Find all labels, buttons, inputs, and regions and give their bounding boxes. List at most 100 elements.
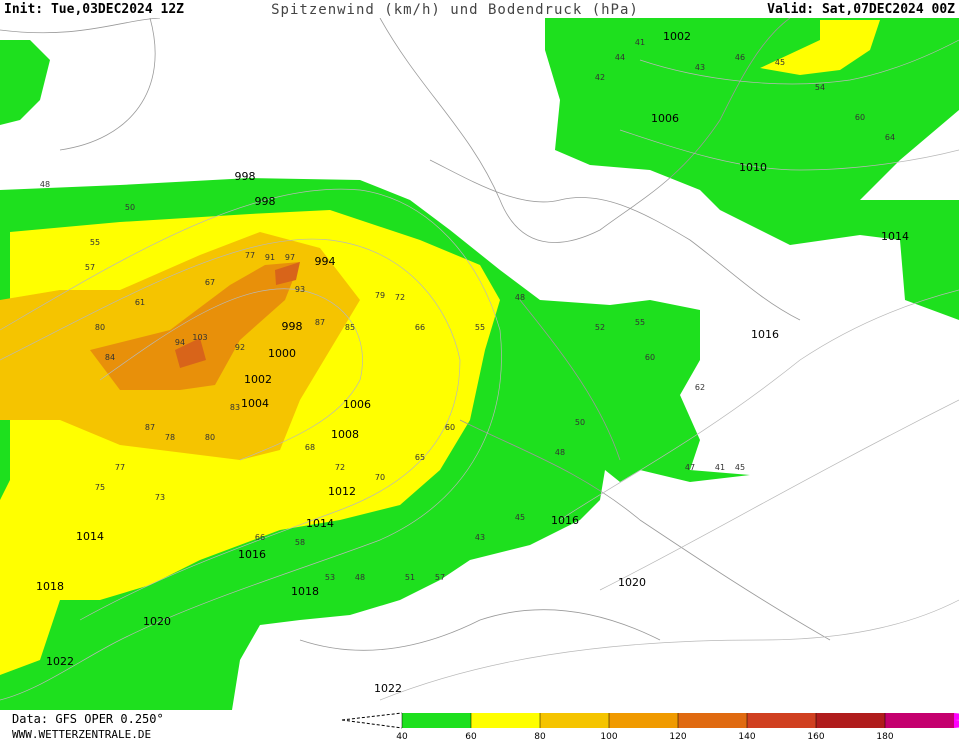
map-title: Spitzenwind (km/h) und Bodendruck (hPa) [271, 2, 639, 18]
gust-value: 42 [595, 73, 605, 82]
isobar-label: 1014 [76, 530, 104, 543]
legend-tick-label: 160 [807, 732, 824, 741]
gust-value: 97 [285, 253, 295, 262]
isobar [619, 129, 959, 171]
gust-value: 58 [295, 538, 305, 547]
valid-time: Valid: Sat,07DEC2024 00Z [767, 2, 955, 17]
gust-value: 80 [95, 323, 105, 332]
legend-underflow-arrow [341, 712, 403, 729]
isobar-label: 1002 [244, 373, 272, 386]
gust-value: 67 [205, 278, 215, 287]
gust-value: 57 [85, 263, 95, 272]
wind-area-60 [760, 20, 880, 75]
isobar-label: 1018 [36, 580, 64, 593]
gust-value: 80 [205, 433, 215, 442]
gust-value: 47 [685, 463, 695, 472]
gust-value: 92 [235, 343, 245, 352]
isobar-label: 1006 [343, 398, 371, 411]
gust-value: 78 [165, 433, 175, 442]
data-source: Data: GFS OPER 0.250° [12, 712, 164, 726]
wind-area-120 [175, 338, 206, 368]
wind-area-40 [0, 40, 50, 125]
isobar [0, 188, 502, 701]
legend-tick-label: 80 [534, 732, 546, 741]
legend-swatch [609, 713, 678, 728]
gust-value: 48 [515, 293, 525, 302]
gust-value: 79 [375, 291, 385, 300]
gust-value: 64 [885, 133, 895, 142]
coastline [0, 17, 791, 243]
isobar-label: 1012 [328, 485, 356, 498]
isobar-label: 1016 [238, 548, 266, 561]
gust-value: 72 [395, 293, 405, 302]
legend-swatch [816, 713, 885, 728]
gust-value: 60 [445, 423, 455, 432]
isobar [0, 238, 461, 621]
isobar [599, 399, 959, 591]
gust-value: 48 [555, 448, 565, 457]
gust-value: 55 [475, 323, 485, 332]
legend-swatch [402, 713, 471, 728]
gust-value: 48 [355, 573, 365, 582]
gust-value: 65 [415, 453, 425, 462]
isobar-label: 1018 [291, 585, 319, 598]
isobar-label: 1014 [306, 517, 334, 530]
legend-tick-label: 100 [600, 732, 617, 741]
gust-value: 75 [95, 483, 105, 492]
isobar-label: 1022 [374, 682, 402, 695]
gust-value: 73 [155, 493, 165, 502]
gust-value: 55 [635, 318, 645, 327]
gust-value: 48 [40, 180, 50, 189]
legend-tick-label: 140 [738, 732, 755, 741]
gust-value: 68 [305, 443, 315, 452]
labels: 998 998 994 998 1000 1002 1004 1006 1008 1012 1014… [36, 30, 909, 695]
gust-value: 43 [475, 533, 485, 542]
isobar-label: 1016 [751, 328, 779, 341]
gust-value: 84 [105, 353, 115, 362]
isobar-label: 1020 [143, 615, 171, 628]
gust-value: 50 [125, 203, 135, 212]
gust-value: 94 [175, 338, 185, 347]
legend-swatch [540, 713, 609, 728]
isobar [379, 599, 959, 701]
legend-overflow-arrow [954, 713, 959, 728]
isobar [559, 289, 959, 521]
isobar-label: 1002 [663, 30, 691, 43]
legend-swatch [747, 713, 816, 728]
isobar-label: 1010 [739, 161, 767, 174]
gust-value: 57 [435, 573, 445, 582]
isobar-label: 994 [315, 255, 336, 268]
legend-swatch [471, 713, 540, 728]
wind-fields [0, 18, 959, 710]
site-name: WWW.WETTERZENTRALE.DE [12, 728, 151, 741]
wind-area-40 [545, 18, 959, 320]
gust-value: 103 [192, 333, 207, 342]
wind-area-100 [90, 262, 300, 390]
isobar-label: 998 [282, 320, 303, 333]
isobar [639, 39, 959, 85]
legend-tick-label: 180 [876, 732, 893, 741]
border [299, 159, 831, 651]
gust-value: 91 [265, 253, 275, 262]
gust-value: 60 [855, 113, 865, 122]
legend-tick-label: 120 [669, 732, 686, 741]
gust-value: 77 [245, 251, 255, 260]
gust-value: 41 [635, 38, 645, 47]
gust-value: 87 [315, 318, 325, 327]
gust-value: 53 [325, 573, 335, 582]
gust-value: 61 [135, 298, 145, 307]
gust-value: 62 [695, 383, 705, 392]
isobar-label: 1008 [331, 428, 359, 441]
isobar-label: 1004 [241, 397, 269, 410]
isobar-label: 1006 [651, 112, 679, 125]
gust-value: 70 [375, 473, 385, 482]
gust-value: 66 [255, 533, 265, 542]
gust-value: 93 [295, 285, 305, 294]
gust-value: 46 [735, 53, 745, 62]
gust-value: 45 [775, 58, 785, 67]
gust-value: 50 [575, 418, 585, 427]
isobar-label: 1020 [618, 576, 646, 589]
gust-value: 60 [645, 353, 655, 362]
